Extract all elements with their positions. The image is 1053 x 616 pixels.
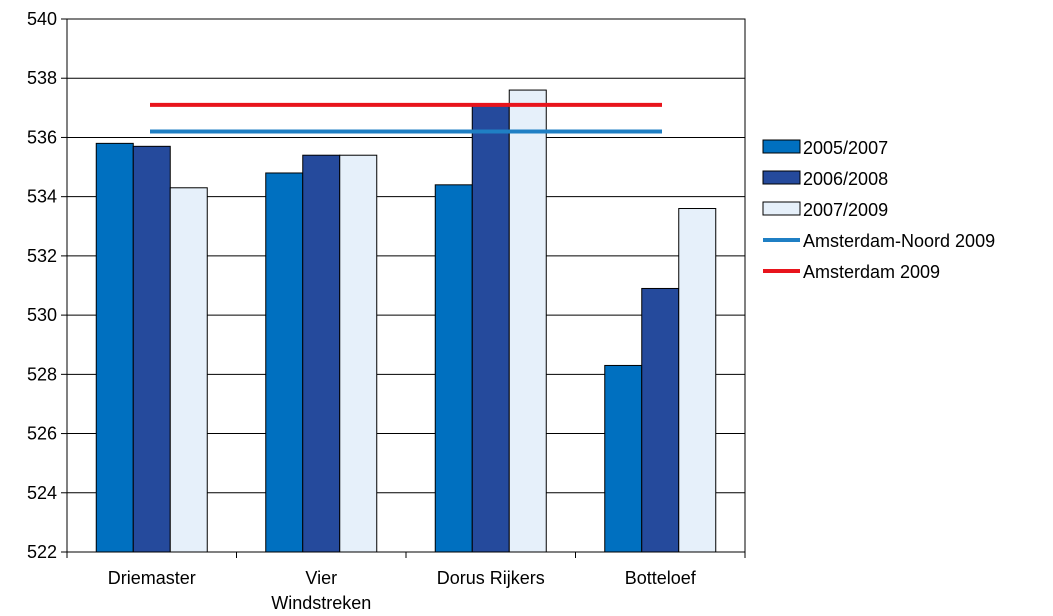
legend-swatch — [762, 139, 801, 154]
x-tick-label: Vier — [305, 568, 337, 588]
legend-swatch — [762, 201, 801, 216]
bar — [434, 184, 473, 553]
x-tick-label: Botteloef — [625, 568, 697, 588]
bar — [302, 154, 341, 553]
y-tick-label: 524 — [27, 483, 57, 503]
bar — [132, 145, 171, 553]
legend-label: 2006/2008 — [803, 169, 888, 189]
legend: 2005/2007 2006/2008 2007/2009 Amsterdam-Noo… — [762, 138, 995, 282]
x-tick-label: Dorus Rijkers — [437, 568, 545, 588]
bar — [641, 287, 680, 553]
bars — [95, 89, 717, 553]
y-tick-label: 534 — [27, 187, 57, 207]
bar — [95, 142, 134, 553]
legend-label: Amsterdam 2009 — [803, 262, 940, 282]
y-tick-label: 540 — [27, 9, 57, 29]
y-axis-ticks: 522 524 526 528 530 532 534 536 538 540 — [27, 9, 67, 562]
bar — [604, 364, 643, 553]
bar — [678, 208, 717, 553]
y-tick-label: 538 — [27, 68, 57, 88]
bar — [265, 172, 304, 553]
x-tick-label: Windstreken — [271, 593, 371, 613]
y-tick-label: 532 — [27, 246, 57, 266]
legend-label: 2007/2009 — [803, 200, 888, 220]
y-tick-label: 528 — [27, 364, 57, 384]
y-tick-label: 526 — [27, 424, 57, 444]
legend-label: Amsterdam-Noord 2009 — [803, 231, 995, 251]
bar — [471, 104, 510, 553]
bar — [169, 187, 208, 553]
legend-label: 2005/2007 — [803, 138, 888, 158]
reference-lines — [150, 102, 662, 134]
y-tick-label: 522 — [27, 542, 57, 562]
bar — [339, 154, 378, 553]
x-tick-label: Driemaster — [108, 568, 196, 588]
x-axis-ticks: Driemaster Vier Windstreken Dorus Rijkers Bo… — [66, 552, 746, 613]
y-tick-label: 530 — [27, 305, 57, 325]
y-tick-label: 536 — [27, 127, 57, 147]
legend-swatch — [762, 170, 801, 185]
bar — [508, 89, 547, 553]
